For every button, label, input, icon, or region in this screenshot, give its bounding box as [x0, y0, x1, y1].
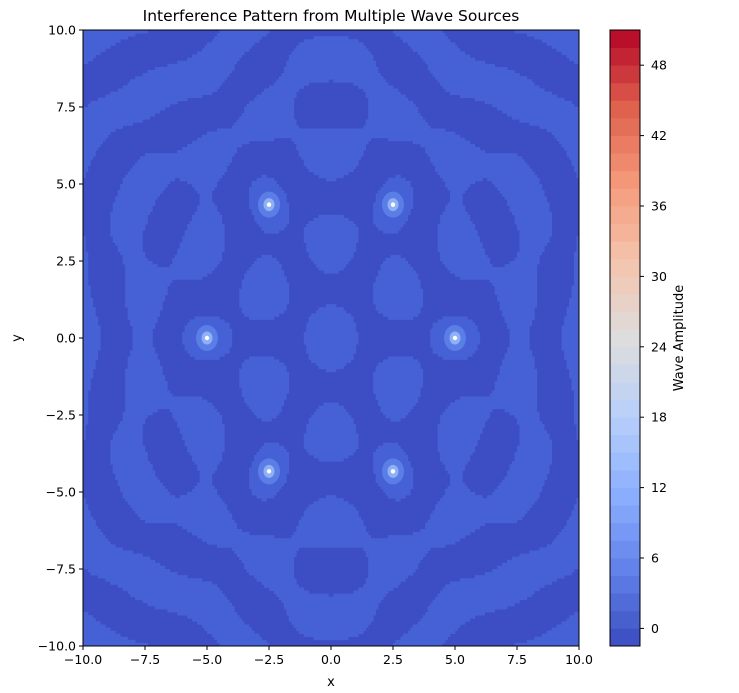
colorbar-tick-label: 36	[651, 199, 667, 214]
x-tick-label: 7.5	[507, 652, 527, 667]
wave-source-3	[258, 191, 280, 218]
wave-source-4	[196, 325, 218, 351]
colorbar-band	[610, 487, 640, 506]
colorbar-tick-label: 18	[651, 410, 667, 425]
colorbar-band	[610, 558, 640, 576]
contour-field	[83, 30, 579, 646]
x-tick-label: −7.5	[130, 652, 160, 667]
colorbar-tick-label: 30	[651, 269, 667, 284]
colorbar-band	[610, 382, 640, 400]
colorbar-band	[610, 241, 640, 260]
colorbar-band	[610, 346, 640, 365]
colorbar-band	[610, 311, 640, 330]
colorbar-band	[610, 223, 640, 242]
colorbar-band	[610, 135, 640, 154]
colorbar-band	[610, 276, 640, 295]
y-tick-label: −7.5	[46, 562, 76, 577]
colorbar-band	[610, 434, 640, 453]
colorbar-band	[610, 188, 640, 207]
colorbar-tick-label: 48	[651, 58, 667, 73]
colorbar-band	[610, 47, 640, 66]
y-tick-label: 7.5	[56, 100, 76, 115]
colorbar-band	[610, 30, 640, 48]
x-tick-label: −10.0	[64, 652, 102, 667]
colorbar-tick-label: 12	[651, 480, 667, 495]
colorbar-tick-label: 0	[651, 621, 659, 636]
x-tick-label: −5.0	[192, 652, 222, 667]
colorbar-label: Wave Amplitude	[672, 285, 687, 391]
colorbar-band	[610, 522, 640, 541]
colorbar-band	[610, 628, 640, 647]
wave-sources	[196, 191, 466, 485]
colorbar-band	[610, 470, 640, 488]
x-axis: −10.0 −7.5 −5.0 −2.5 0.0 2.5 5.0 7.5 10.0	[64, 646, 593, 667]
colorbar-band	[610, 540, 640, 559]
y-tick-label: −2.5	[46, 408, 76, 423]
colorbar-ticks: 0 6 12 18 24 30 36 42 48	[640, 58, 667, 636]
colorbar-band	[610, 452, 640, 471]
colorbar-band	[610, 153, 640, 172]
colorbar-band	[610, 118, 640, 136]
colorbar-bands	[610, 30, 640, 647]
colorbar-band	[610, 100, 640, 119]
y-tick-label: 2.5	[56, 254, 76, 269]
x-tick-label: 10.0	[565, 652, 593, 667]
y-axis: −10.0 −7.5 −5.0 −2.5 0.0 2.5 5.0 7.5 10.0	[38, 23, 83, 654]
colorbar-tick-label: 6	[651, 551, 659, 566]
colorbar-tick-label: 24	[651, 339, 667, 354]
colorbar-band	[610, 364, 640, 383]
colorbar-tick-label: 42	[651, 128, 667, 143]
colorbar-band	[610, 417, 640, 436]
chart-title: Interference Pattern from Multiple Wave …	[143, 7, 520, 25]
colorbar-band	[610, 329, 640, 348]
wave-source-5	[258, 458, 280, 485]
colorbar-band	[610, 593, 640, 612]
colorbar-band	[610, 258, 640, 277]
x-tick-label: 0.0	[321, 652, 341, 667]
colorbar: 0 6 12 18 24 30 36 42 48 Wave Amplitude	[609, 29, 687, 647]
colorbar-band	[610, 170, 640, 189]
y-tick-label: −10.0	[38, 639, 76, 654]
colorbar-band	[610, 65, 640, 84]
colorbar-band	[610, 505, 640, 524]
y-tick-label: −5.0	[46, 485, 76, 500]
y-axis-label: y	[10, 334, 25, 342]
plot-area	[82, 29, 580, 647]
colorbar-band	[610, 399, 640, 418]
colorbar-band	[610, 294, 640, 312]
y-tick-label: 5.0	[56, 177, 76, 192]
colorbar-band	[610, 575, 640, 594]
x-tick-label: −2.5	[254, 652, 284, 667]
x-axis-label: x	[327, 675, 335, 689]
colorbar-band	[610, 206, 640, 224]
x-tick-label: 2.5	[383, 652, 403, 667]
colorbar-frame	[609, 29, 641, 647]
contour-band-high	[83, 30, 579, 646]
x-tick-label: 5.0	[445, 652, 465, 667]
colorbar-band	[610, 610, 640, 629]
wave-source-6	[382, 458, 404, 485]
wave-source-1	[444, 325, 466, 351]
wave-source-2	[382, 191, 404, 218]
colorbar-band	[610, 82, 640, 101]
y-tick-label: 0.0	[56, 331, 76, 346]
y-tick-label: 10.0	[48, 23, 76, 38]
